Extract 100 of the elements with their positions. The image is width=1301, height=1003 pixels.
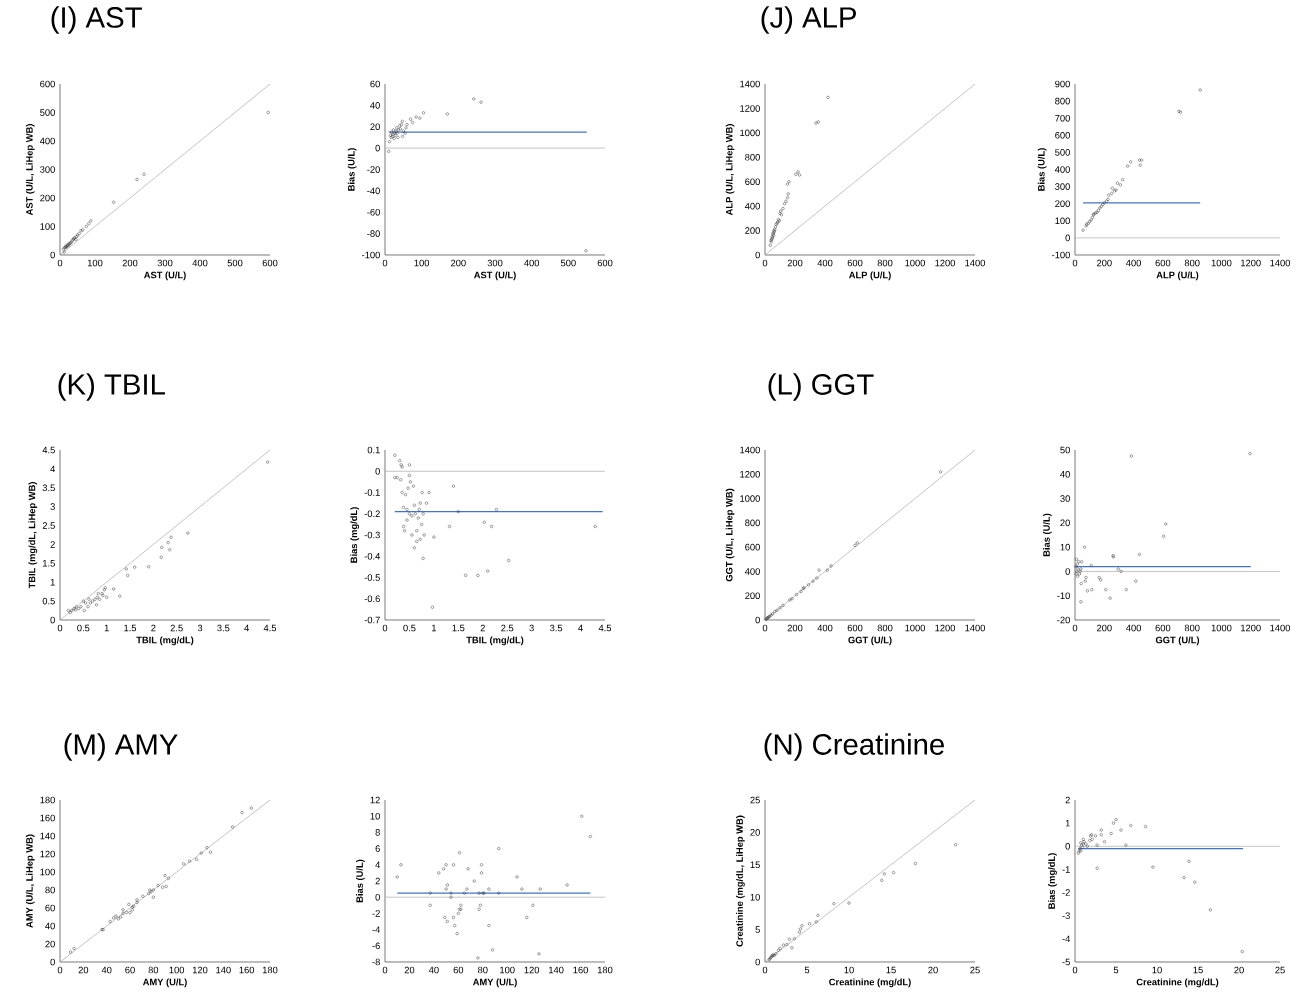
point [445,883,449,887]
x-tick-label: 3.5 [217,624,230,632]
y-tick-label: 200 [1055,200,1070,207]
y-tick-label: -0.7 [364,616,380,624]
x-tick-label: 10 [844,966,854,974]
point [421,556,425,560]
x-tick-label: 800 [1184,259,1200,267]
y-tick-label: 0 [50,251,55,259]
point [451,915,456,920]
y-tick-label: 0.1 [367,446,380,454]
point [421,512,425,516]
point [1126,164,1130,168]
point [199,851,203,855]
y-axis-title: Bias (U/L) [1037,148,1047,191]
y-tick-label: -4 [372,926,381,933]
x-axis-title: AST (U/L) [143,271,186,281]
point [1110,186,1114,190]
y-tick-label: 15 [750,861,760,869]
y-tick-label: -0.1 [364,489,380,496]
y-tick-label: 20 [45,940,55,948]
point [1119,569,1123,573]
point [1182,875,1186,880]
y-tick-label: 400 [1054,166,1070,173]
x-tick-label: 0 [762,624,768,632]
point [1129,160,1133,164]
point [826,95,830,99]
x-axis-title: AST (U/L) [473,271,516,281]
point [465,887,469,891]
x-axis-title: ALP (U/L) [848,271,891,281]
x-tick-label: 400 [1126,259,1142,267]
y-tick-label: 800 [1055,97,1070,105]
point [785,942,789,947]
point [418,116,422,120]
y-tick-label: 180 [40,796,55,804]
point [816,913,820,917]
point [133,565,137,569]
x-tick-label: 1 [104,624,109,632]
x-tick-label: 400 [817,259,833,267]
x-tick-label: 600 [1155,624,1171,632]
x-tick-label: 0 [382,624,388,632]
y-tick-label: 1.5 [43,560,55,567]
x-tick-label: 4.5 [263,624,277,632]
point [538,887,542,891]
y-tick-label: -40 [367,187,380,195]
point [142,172,146,176]
y-tick-label: 0 [1065,568,1070,575]
y-tick-label: -5 [1062,958,1070,966]
y-tick-label: 4 [50,465,56,473]
x-tick-label: 0 [382,966,388,974]
point [1090,588,1094,592]
point [825,568,829,572]
y-tick-label: 30 [1060,495,1070,502]
point [393,453,397,457]
x-tick-label: 0 [57,966,63,974]
y-tick-label: 4 [375,861,381,869]
y-tick-label: -20 [1057,616,1070,624]
point [1107,193,1111,197]
x-tick-label: 1.5 [124,624,137,632]
y-tick-label: 0.5 [42,597,55,605]
point [118,594,122,598]
x-tick-label: 10 [1152,966,1162,974]
point [168,548,172,552]
x-tick-label: 1200 [1241,624,1261,632]
point [119,915,123,919]
x-tick-label: 20 [78,966,89,974]
y-tick-label: 40 [1060,471,1070,478]
y-tick-label: 2 [50,541,55,548]
point [135,898,139,902]
point [1193,880,1197,884]
point [447,524,452,529]
x-tick-label: 4 [244,624,249,632]
x-tick-label: 4.5 [598,624,612,632]
point [537,952,541,956]
x-tick-label: 100 [500,966,515,974]
y-tick-label: 1 [50,579,55,586]
point [1108,596,1112,600]
point [402,529,407,533]
point [478,903,482,907]
point [490,524,494,529]
point [807,922,812,926]
point [453,923,457,928]
y-axis-title: Bias (U/L) [356,859,365,903]
point [421,111,426,115]
point [456,510,460,514]
x-tick-label: 1200 [935,624,956,632]
point [1115,181,1120,185]
y-tick-label: 600 [745,543,760,551]
point [405,518,409,522]
y-tick-label: -0.5 [364,574,380,581]
point [1118,183,1122,187]
point [891,871,896,875]
x-tick-label: 180 [262,966,278,974]
point [797,930,802,934]
y-tick-label: 2 [1065,796,1070,804]
point [472,879,476,883]
y-tick-label: -0.6 [364,595,380,603]
x-tick-label: 2 [151,624,156,632]
y-tick-label: 200 [745,592,760,600]
point [1143,825,1148,829]
point [121,911,125,915]
